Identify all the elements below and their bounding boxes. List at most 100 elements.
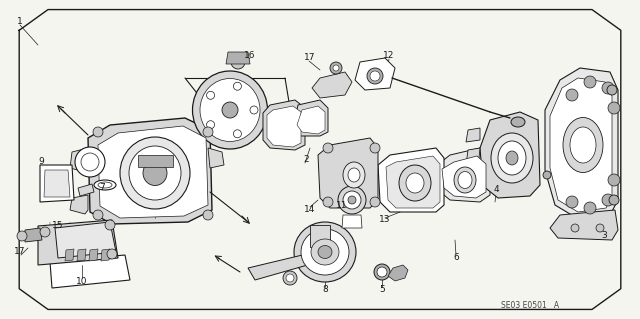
Circle shape	[222, 102, 238, 118]
Polygon shape	[226, 52, 250, 64]
Text: 9: 9	[38, 158, 44, 167]
Polygon shape	[40, 165, 74, 202]
Circle shape	[584, 202, 596, 214]
Circle shape	[105, 220, 115, 230]
Ellipse shape	[98, 182, 112, 188]
Polygon shape	[267, 106, 301, 147]
Polygon shape	[442, 156, 486, 198]
Polygon shape	[355, 58, 395, 90]
Text: 17: 17	[14, 248, 26, 256]
Polygon shape	[386, 156, 440, 208]
Ellipse shape	[94, 180, 116, 190]
Polygon shape	[480, 112, 540, 198]
Ellipse shape	[406, 173, 424, 193]
Circle shape	[283, 271, 297, 285]
Circle shape	[40, 227, 50, 237]
Circle shape	[93, 127, 103, 137]
Bar	[138, 155, 173, 167]
Polygon shape	[38, 220, 118, 265]
Circle shape	[377, 267, 387, 277]
Polygon shape	[77, 249, 86, 261]
Text: 17: 17	[304, 54, 316, 63]
Text: SE03 E0501   A: SE03 E0501 A	[501, 300, 559, 309]
Ellipse shape	[491, 133, 533, 183]
Circle shape	[250, 106, 258, 114]
Circle shape	[602, 82, 614, 94]
Ellipse shape	[399, 165, 431, 201]
Circle shape	[203, 127, 213, 137]
Ellipse shape	[506, 151, 518, 165]
Polygon shape	[25, 228, 42, 242]
Circle shape	[370, 71, 380, 81]
Circle shape	[543, 171, 551, 179]
Text: 2: 2	[303, 155, 309, 165]
Circle shape	[596, 224, 604, 232]
Ellipse shape	[348, 168, 360, 182]
Ellipse shape	[294, 222, 356, 282]
Circle shape	[17, 231, 27, 241]
Text: 14: 14	[304, 205, 316, 214]
Circle shape	[231, 55, 245, 69]
Polygon shape	[342, 215, 362, 228]
Ellipse shape	[563, 117, 603, 173]
Circle shape	[207, 91, 214, 99]
Text: 11: 11	[336, 201, 348, 210]
Ellipse shape	[200, 78, 260, 142]
Ellipse shape	[498, 141, 526, 175]
Circle shape	[608, 174, 620, 186]
Polygon shape	[293, 100, 328, 136]
Text: 12: 12	[383, 51, 395, 61]
Polygon shape	[78, 184, 94, 196]
Polygon shape	[545, 68, 618, 220]
Polygon shape	[208, 148, 224, 168]
Bar	[310, 225, 330, 247]
Circle shape	[370, 197, 380, 207]
Circle shape	[602, 194, 614, 206]
Circle shape	[608, 102, 620, 114]
Text: 8: 8	[322, 286, 328, 294]
Circle shape	[234, 82, 241, 90]
Circle shape	[374, 264, 390, 280]
Circle shape	[234, 130, 241, 138]
Polygon shape	[388, 265, 408, 281]
Ellipse shape	[193, 71, 268, 149]
Polygon shape	[55, 222, 116, 258]
Polygon shape	[70, 195, 88, 214]
Circle shape	[203, 210, 213, 220]
Text: 10: 10	[76, 278, 88, 286]
Circle shape	[370, 143, 380, 153]
Ellipse shape	[511, 117, 525, 127]
Polygon shape	[263, 100, 305, 150]
Text: 16: 16	[244, 50, 256, 60]
Polygon shape	[550, 210, 618, 240]
Polygon shape	[466, 148, 480, 168]
Text: 5: 5	[379, 286, 385, 294]
Circle shape	[367, 68, 383, 84]
Text: 6: 6	[453, 254, 459, 263]
Text: 15: 15	[52, 220, 64, 229]
Polygon shape	[65, 249, 74, 261]
Ellipse shape	[458, 172, 472, 189]
Circle shape	[343, 191, 361, 209]
Circle shape	[566, 89, 578, 101]
Circle shape	[607, 85, 617, 95]
Text: 1: 1	[17, 18, 23, 26]
Circle shape	[338, 186, 366, 214]
Polygon shape	[550, 78, 612, 212]
Circle shape	[333, 65, 339, 71]
Circle shape	[584, 76, 596, 88]
Circle shape	[323, 143, 333, 153]
Circle shape	[571, 224, 579, 232]
Text: 13: 13	[380, 216, 391, 225]
Polygon shape	[88, 118, 212, 224]
Polygon shape	[466, 128, 480, 142]
Polygon shape	[101, 249, 110, 261]
Circle shape	[609, 195, 619, 205]
Text: 7: 7	[99, 183, 105, 192]
Polygon shape	[70, 148, 88, 172]
Polygon shape	[98, 126, 208, 218]
Ellipse shape	[343, 162, 365, 188]
Circle shape	[330, 62, 342, 74]
Text: 3: 3	[601, 231, 607, 240]
Ellipse shape	[301, 229, 349, 275]
